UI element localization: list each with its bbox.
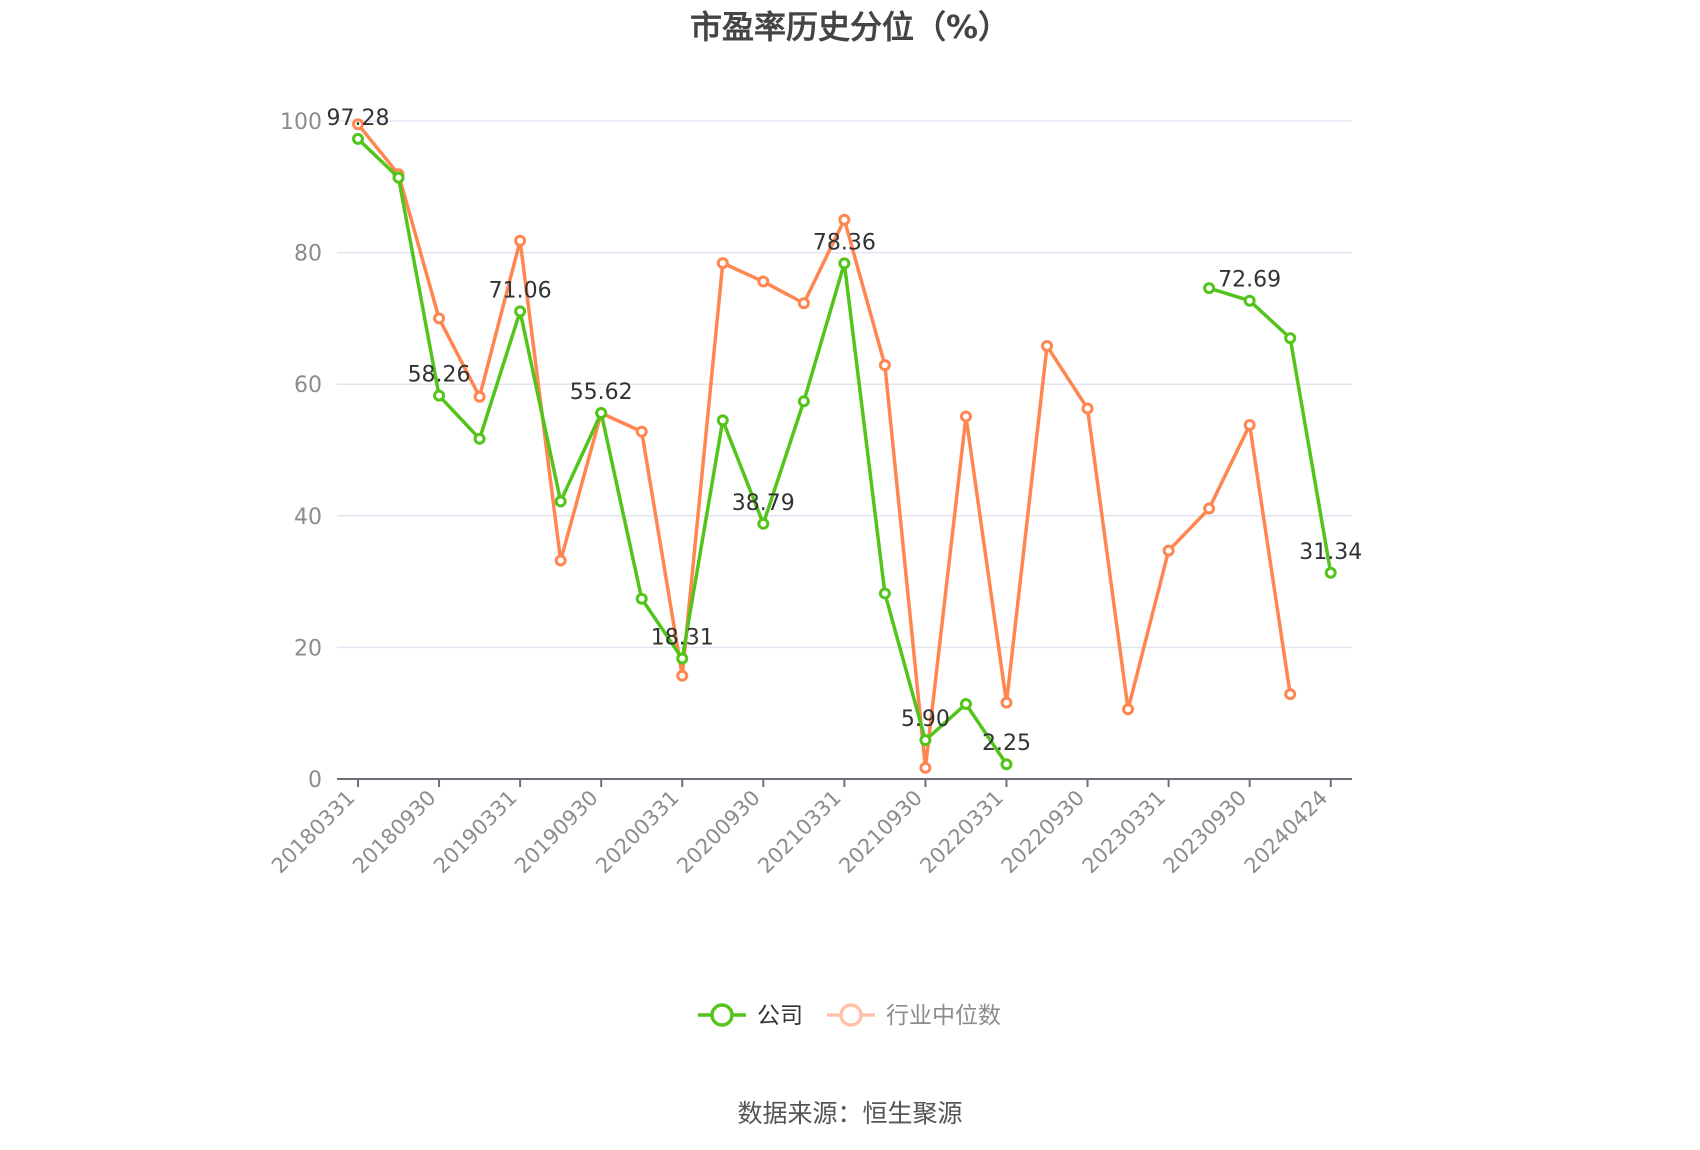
data-label: 97.28 xyxy=(327,106,390,131)
data-point[interactable] xyxy=(433,389,446,402)
data-point[interactable] xyxy=(1203,502,1216,515)
data-point[interactable] xyxy=(878,587,891,600)
x-axis: 2018033120180930201903312019093020200331… xyxy=(267,778,1352,879)
legend: 公司 行业中位数 xyxy=(698,1003,1001,1029)
data-point[interactable] xyxy=(352,132,364,145)
data-label: 55.62 xyxy=(570,380,633,405)
data-point[interactable] xyxy=(757,517,770,530)
data-label: 38.79 xyxy=(732,491,795,516)
grid-lines xyxy=(337,120,1352,649)
data-label: 78.36 xyxy=(813,230,876,255)
data-labels: 97.28 58.26 71.06 55.62 18.31 38.79 78.36 5.90 2… xyxy=(327,106,1363,756)
data-point[interactable] xyxy=(716,257,729,270)
data-point[interactable] xyxy=(797,395,810,408)
data-point[interactable] xyxy=(352,118,364,131)
data-point[interactable] xyxy=(1243,294,1256,307)
data-point[interactable] xyxy=(1284,688,1297,701)
data-label: 58.26 xyxy=(408,363,471,388)
data-point[interactable] xyxy=(514,234,527,247)
data-point[interactable] xyxy=(1203,282,1216,295)
series-line xyxy=(1208,286,1333,574)
data-point[interactable] xyxy=(554,554,567,567)
x-tick-label: 20210331 xyxy=(753,786,846,879)
data-point[interactable] xyxy=(838,213,851,226)
x-tick-label: 20220930 xyxy=(997,786,1090,879)
data-point[interactable] xyxy=(919,734,932,747)
x-tick-label: 20210930 xyxy=(834,786,927,879)
y-tick-label: 60 xyxy=(294,373,322,398)
data-point[interactable] xyxy=(473,432,486,445)
data-point[interactable] xyxy=(919,761,932,774)
data-point[interactable] xyxy=(554,495,567,508)
legend-label-industry: 行业中位数 xyxy=(886,1003,1001,1029)
data-point[interactable] xyxy=(635,592,648,605)
data-point[interactable] xyxy=(959,410,972,423)
legend-item-industry[interactable]: 行业中位数 xyxy=(827,1003,1001,1029)
series-industry-median[interactable] xyxy=(352,118,1297,774)
legend-circle-icon xyxy=(710,1003,734,1027)
y-axis: 0 20 40 60 80 100 xyxy=(280,110,322,793)
y-tick-label: 20 xyxy=(294,636,322,661)
series-line xyxy=(356,123,1292,770)
x-tick-label: 20220331 xyxy=(915,786,1008,879)
data-point[interactable] xyxy=(595,407,608,420)
data-point[interactable] xyxy=(1000,758,1013,771)
data-point[interactable] xyxy=(1243,418,1256,431)
x-tick-label: 20190331 xyxy=(429,786,522,879)
data-point[interactable] xyxy=(757,275,770,288)
data-point[interactable] xyxy=(1284,332,1297,345)
data-point[interactable] xyxy=(878,359,891,372)
data-point[interactable] xyxy=(433,312,446,325)
data-point[interactable] xyxy=(797,297,810,310)
data-point[interactable] xyxy=(1041,340,1054,353)
x-tick-label: 20200930 xyxy=(672,786,765,879)
data-point[interactable] xyxy=(1000,696,1013,709)
data-point[interactable] xyxy=(676,669,689,682)
data-point[interactable] xyxy=(676,652,689,665)
x-tick-label: 20240424 xyxy=(1240,786,1333,879)
x-tick-label: 20190930 xyxy=(510,786,603,879)
data-point[interactable] xyxy=(959,697,972,710)
x-tick-label: 20230930 xyxy=(1159,786,1252,879)
data-source: 数据来源：恒生聚源 xyxy=(737,1099,962,1128)
y-tick-label: 80 xyxy=(294,242,322,267)
x-tick-label: 20200331 xyxy=(591,786,684,879)
data-point[interactable] xyxy=(1122,703,1135,716)
data-point[interactable] xyxy=(473,390,486,403)
data-point[interactable] xyxy=(1162,544,1175,557)
y-tick-label: 100 xyxy=(280,110,322,135)
legend-circle-icon xyxy=(839,1003,863,1027)
data-point[interactable] xyxy=(1324,566,1337,579)
y-tick-label: 40 xyxy=(294,505,322,530)
data-point[interactable] xyxy=(716,414,729,427)
x-tick-label: 20230331 xyxy=(1078,786,1171,879)
data-point[interactable] xyxy=(514,305,527,318)
data-point[interactable] xyxy=(838,257,851,270)
data-point[interactable] xyxy=(1081,402,1094,415)
legend-label-company: 公司 xyxy=(757,1003,803,1029)
chart-title: 市盈率历史分位（%） xyxy=(690,8,1010,46)
x-tick-label: 20180930 xyxy=(348,786,441,879)
series-company[interactable] xyxy=(352,132,1337,771)
data-label: 2.25 xyxy=(982,731,1031,756)
data-point[interactable] xyxy=(635,425,648,438)
data-label: 72.69 xyxy=(1218,268,1281,293)
data-point[interactable] xyxy=(392,171,405,184)
y-tick-label: 0 xyxy=(308,768,322,793)
data-label: 5.90 xyxy=(901,707,950,732)
data-label: 71.06 xyxy=(489,278,552,303)
data-label: 18.31 xyxy=(651,626,714,651)
x-tick-label: 20180331 xyxy=(267,786,360,879)
legend-item-company[interactable]: 公司 xyxy=(698,1003,803,1029)
data-label: 31.34 xyxy=(1299,540,1362,565)
